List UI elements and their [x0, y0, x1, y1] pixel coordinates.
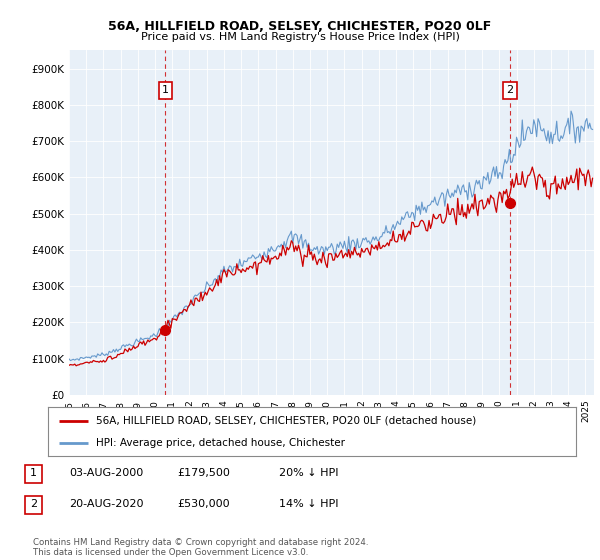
- Text: 03-AUG-2000: 03-AUG-2000: [69, 468, 143, 478]
- Text: HPI: Average price, detached house, Chichester: HPI: Average price, detached house, Chic…: [95, 437, 344, 447]
- Text: 14% ↓ HPI: 14% ↓ HPI: [279, 499, 338, 509]
- Text: 2: 2: [30, 499, 37, 509]
- Text: 56A, HILLFIELD ROAD, SELSEY, CHICHESTER, PO20 0LF: 56A, HILLFIELD ROAD, SELSEY, CHICHESTER,…: [109, 20, 491, 32]
- Text: Price paid vs. HM Land Registry's House Price Index (HPI): Price paid vs. HM Land Registry's House …: [140, 32, 460, 43]
- Text: 20-AUG-2020: 20-AUG-2020: [69, 499, 143, 509]
- Text: 56A, HILLFIELD ROAD, SELSEY, CHICHESTER, PO20 0LF (detached house): 56A, HILLFIELD ROAD, SELSEY, CHICHESTER,…: [95, 416, 476, 426]
- Text: 1: 1: [162, 85, 169, 95]
- Text: 1: 1: [30, 468, 37, 478]
- Text: Contains HM Land Registry data © Crown copyright and database right 2024.
This d: Contains HM Land Registry data © Crown c…: [33, 538, 368, 557]
- Text: 20% ↓ HPI: 20% ↓ HPI: [279, 468, 338, 478]
- Text: £530,000: £530,000: [177, 499, 230, 509]
- Text: 2: 2: [506, 85, 514, 95]
- Text: £179,500: £179,500: [177, 468, 230, 478]
